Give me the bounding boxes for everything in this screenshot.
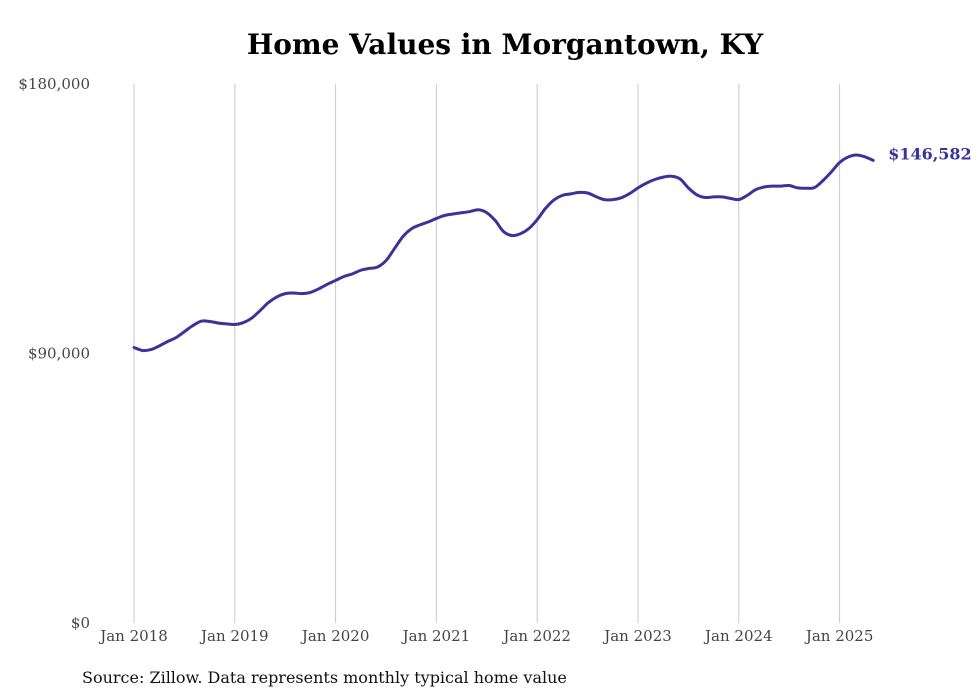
- gridlines: [133, 84, 841, 623]
- x-tick-label: Jan 2019: [199, 627, 269, 645]
- x-tick-label: Jan 2020: [300, 627, 370, 645]
- y-tick-label: $0: [71, 614, 90, 632]
- y-tick-label: $180,000: [18, 75, 90, 93]
- x-tick-label: Jan 2023: [602, 627, 672, 645]
- x-tick-label: Jan 2018: [98, 627, 168, 645]
- x-tick-label: Jan 2025: [804, 627, 874, 645]
- x-tick-label: Jan 2022: [501, 627, 571, 645]
- source-note: Source: Zillow. Data represents monthly …: [82, 668, 567, 687]
- x-tick-label: Jan 2021: [401, 627, 471, 645]
- y-axis-ticks: $0 $90,000 $180,000: [18, 75, 90, 632]
- y-tick-label: $90,000: [28, 345, 90, 363]
- chart-title: Home Values in Morgantown, KY: [246, 28, 764, 61]
- end-value-label: $146,582: [888, 144, 972, 163]
- x-axis-ticks: Jan 2018 Jan 2019 Jan 2020 Jan 2021 Jan 2022…: [98, 627, 873, 645]
- x-tick-label: Jan 2024: [703, 627, 773, 645]
- series-line-home-value: [132, 153, 875, 353]
